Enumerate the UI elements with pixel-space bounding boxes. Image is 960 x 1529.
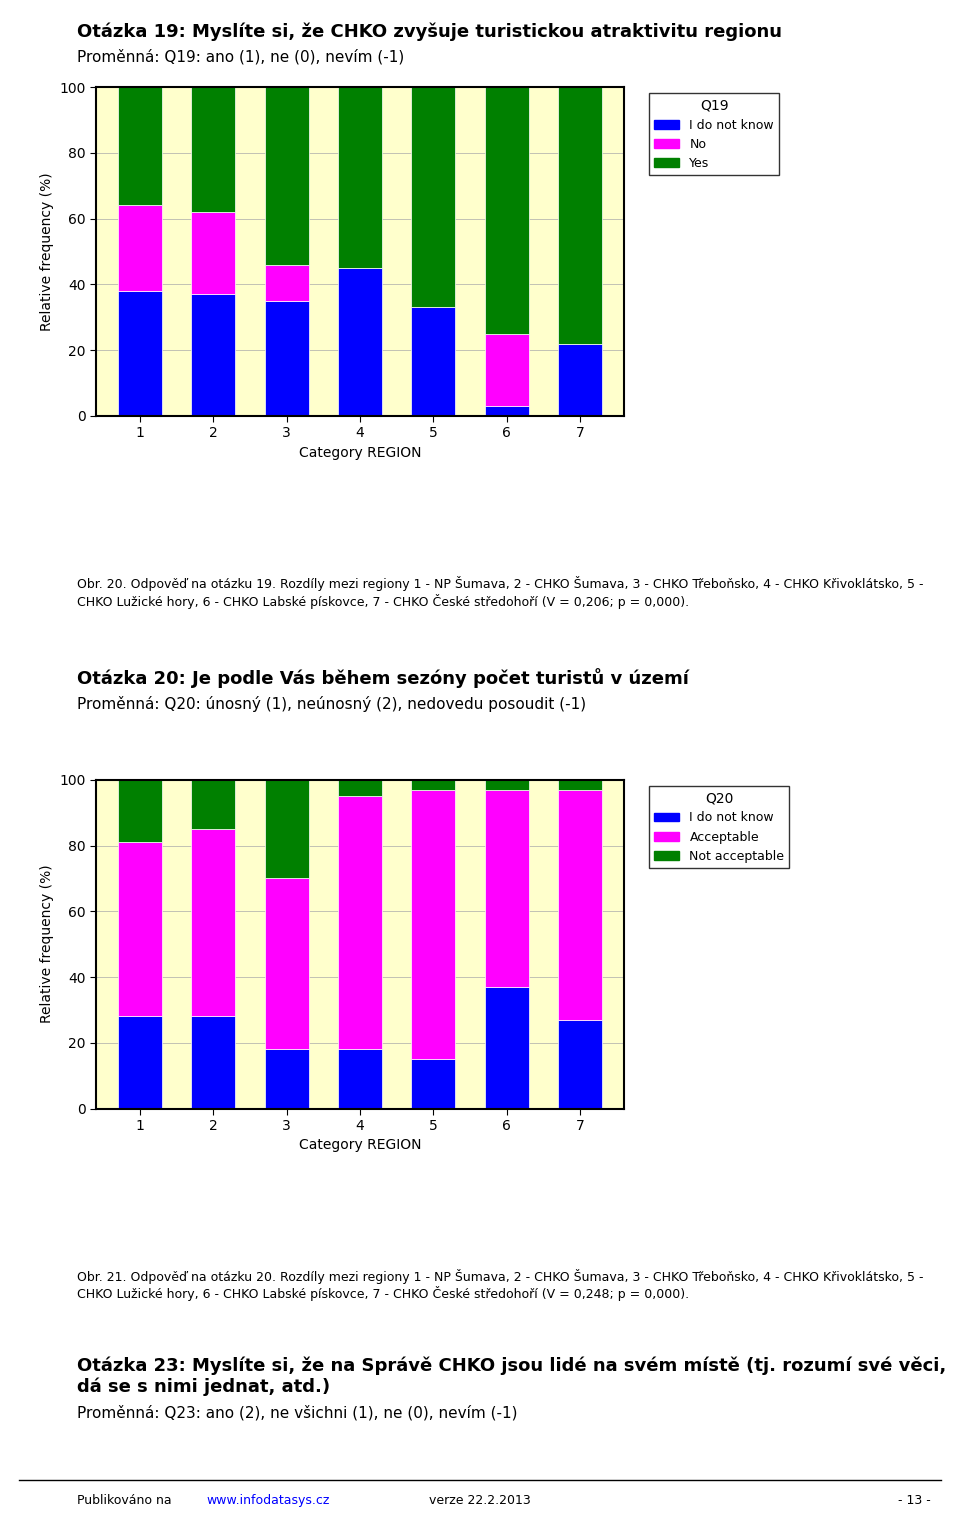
Bar <box>118 205 162 291</box>
Bar <box>191 294 235 416</box>
Text: Publikováno na: Publikováno na <box>77 1494 176 1506</box>
Text: Proměnná: Q23: ano (2), ne všichni (1), ne (0), nevím (-1): Proměnná: Q23: ano (2), ne všichni (1), … <box>77 1405 517 1420</box>
Bar <box>338 268 382 416</box>
Bar <box>118 780 162 842</box>
Bar <box>338 1049 382 1109</box>
Legend: I do not know, No, Yes: I do not know, No, Yes <box>650 93 780 176</box>
Text: - 13 -: - 13 - <box>899 1494 931 1506</box>
Bar <box>485 780 529 789</box>
X-axis label: Category REGION: Category REGION <box>299 446 421 460</box>
Bar <box>265 87 309 265</box>
Y-axis label: Relative frequency (%): Relative frequency (%) <box>39 173 54 330</box>
Bar <box>338 780 382 797</box>
Text: Proměnná: Q19: ano (1), ne (0), nevím (-1): Proměnná: Q19: ano (1), ne (0), nevím (-… <box>77 49 404 64</box>
Text: Otázka 19: Myslíte si, že CHKO zvyšuje turistickou atraktivitu regionu: Otázka 19: Myslíte si, že CHKO zvyšuje t… <box>77 23 781 41</box>
Text: Obr. 21. Odpověď na otázku 20. Rozdíly mezi regiony 1 - NP Šumava, 2 - CHKO Šuma: Obr. 21. Odpověď na otázku 20. Rozdíly m… <box>77 1269 924 1301</box>
Bar <box>191 1017 235 1109</box>
Bar <box>411 1060 455 1109</box>
Text: Obr. 20. Odpověď na otázku 19. Rozdíly mezi regiony 1 - NP Šumava, 2 - CHKO Šuma: Obr. 20. Odpověď na otázku 19. Rozdíly m… <box>77 576 924 609</box>
Bar <box>411 780 455 789</box>
Bar <box>265 780 309 878</box>
Bar <box>118 87 162 205</box>
Bar <box>191 213 235 294</box>
Bar <box>265 878 309 1049</box>
Bar <box>118 1017 162 1109</box>
Bar <box>485 986 529 1109</box>
Text: Otázka 20: Je podle Vás během sezóny počet turistů v území: Otázka 20: Je podle Vás během sezóny poč… <box>77 668 688 688</box>
Bar <box>411 789 455 1060</box>
Bar <box>558 780 602 789</box>
X-axis label: Category REGION: Category REGION <box>299 1139 421 1153</box>
Bar <box>485 407 529 416</box>
Bar <box>338 797 382 1049</box>
Bar <box>118 842 162 1017</box>
Y-axis label: Relative frequency (%): Relative frequency (%) <box>39 865 54 1023</box>
Bar <box>411 307 455 416</box>
Bar <box>485 333 529 407</box>
Bar <box>265 265 309 301</box>
Bar <box>338 87 382 268</box>
Text: Proměnná: Q20: únosný (1), neúnosný (2), nedovedu posoudit (-1): Proměnná: Q20: únosný (1), neúnosný (2),… <box>77 696 586 711</box>
Bar <box>411 87 455 307</box>
Bar <box>558 87 602 344</box>
Bar <box>191 829 235 1017</box>
Text: verze 22.2.2013: verze 22.2.2013 <box>429 1494 531 1506</box>
Bar <box>485 87 529 333</box>
Bar <box>191 780 235 829</box>
Legend: I do not know, Acceptable, Not acceptable: I do not know, Acceptable, Not acceptabl… <box>650 786 789 868</box>
Bar <box>558 344 602 416</box>
Bar <box>265 301 309 416</box>
Bar <box>191 87 235 213</box>
Bar <box>558 789 602 1020</box>
Bar <box>118 291 162 416</box>
Bar <box>485 789 529 986</box>
Text: Otázka 23: Myslíte si, že na Správě CHKO jsou lidé na svém místě (tj. rozumí své: Otázka 23: Myslíte si, že na Správě CHKO… <box>77 1356 946 1396</box>
Text: www.infodatasys.cz: www.infodatasys.cz <box>206 1494 330 1506</box>
Bar <box>265 1049 309 1109</box>
Bar <box>558 1020 602 1109</box>
